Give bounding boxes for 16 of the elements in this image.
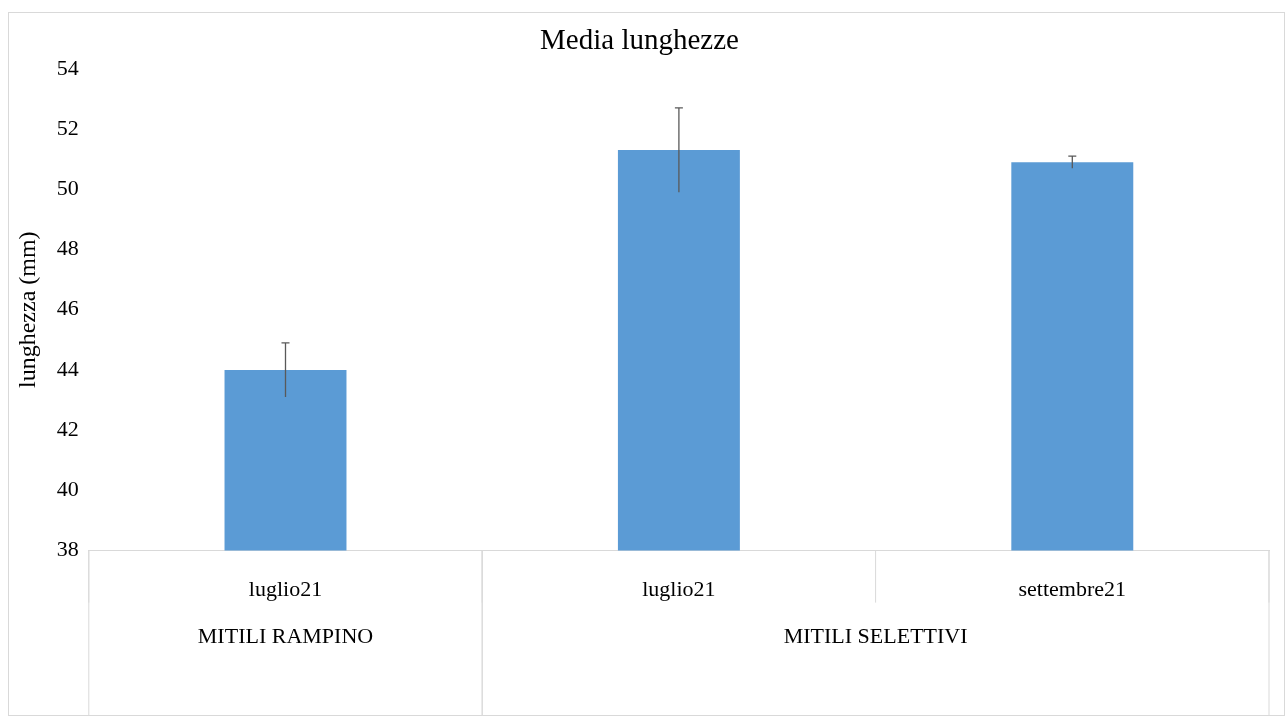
x-tick-label: luglio21 [642, 575, 716, 601]
y-tick-label: 38 [56, 536, 79, 562]
y-tick-label: 42 [56, 415, 79, 441]
y-tick-label: 44 [56, 355, 79, 381]
y-tick-label: 50 [56, 175, 79, 201]
x-tick-label: luglio21 [248, 575, 323, 601]
y-tick-label: 48 [56, 235, 79, 261]
chart-title: Media lunghezze [540, 23, 739, 56]
text: MITILI RAMPINO [197, 623, 374, 649]
y-tick-label: 52 [56, 114, 79, 140]
x-tick-label: settembre21 [1018, 575, 1127, 601]
text: MITILI SELETTIVI [783, 623, 968, 649]
y-tick-label: 54 [56, 54, 79, 80]
y-tick-label: 46 [56, 295, 79, 321]
y-axis-title: lunghezza (mm) [13, 231, 40, 388]
y-tick-label: 40 [56, 476, 79, 502]
